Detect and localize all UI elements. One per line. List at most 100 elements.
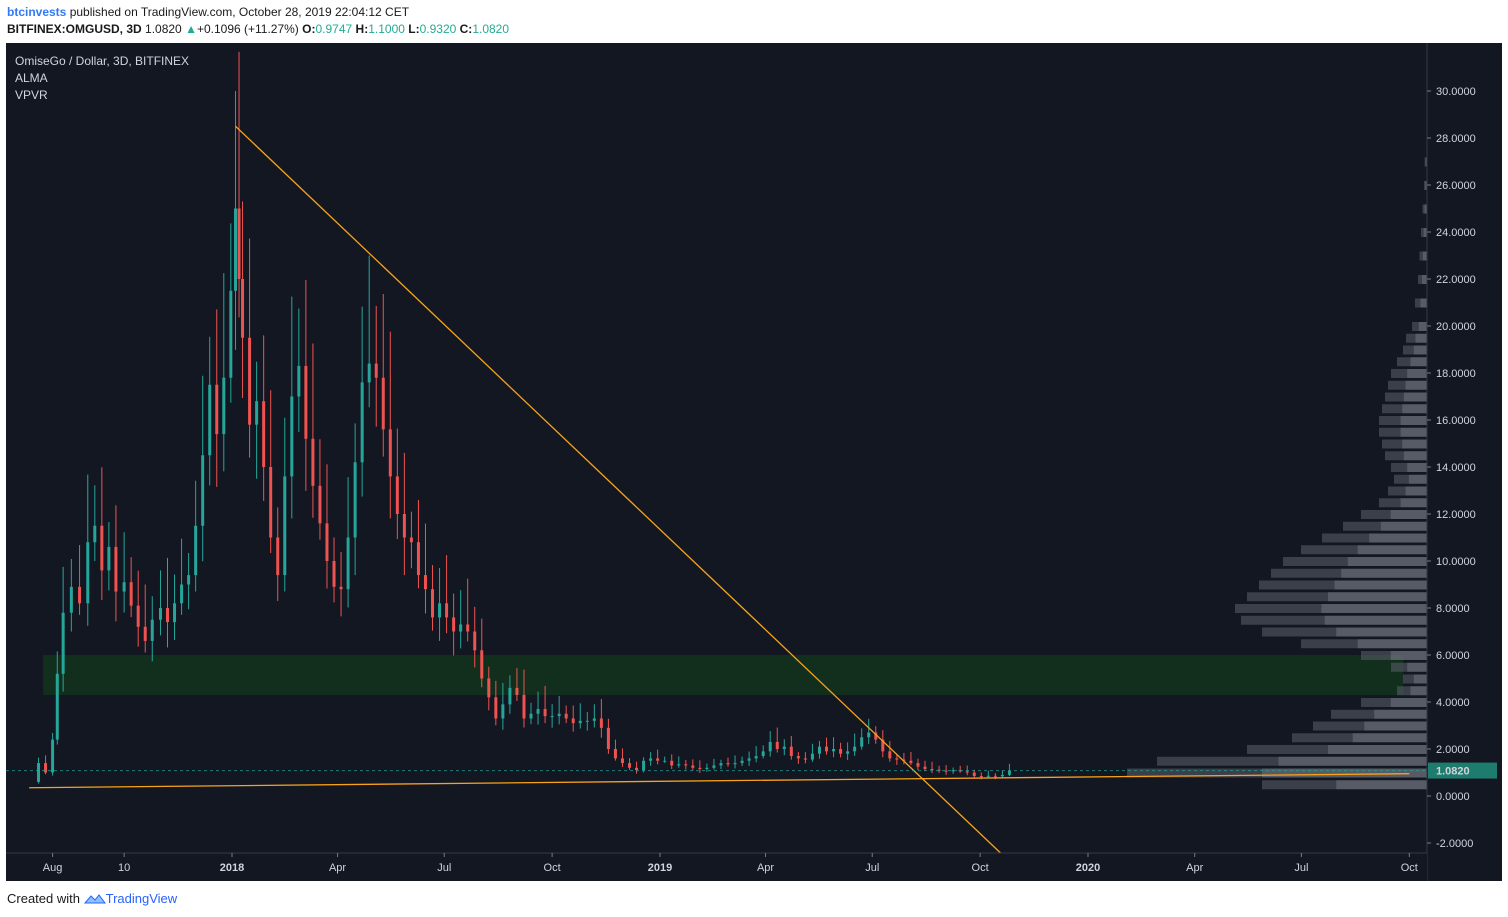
candle-body: [494, 697, 498, 719]
vpvr-bar-up: [1324, 615, 1427, 625]
vpvr-bar: [1259, 580, 1427, 590]
vpvr-bar-up: [1400, 498, 1427, 508]
candle-body: [466, 624, 470, 632]
low-value: 0.9320: [419, 22, 457, 36]
vpvr-bar: [1424, 181, 1427, 190]
vpvr-bar-up: [1403, 451, 1427, 461]
vpvr-bar-up: [1278, 756, 1427, 766]
vpvr-bar-up: [1402, 404, 1427, 414]
vpvr-bar: [1422, 204, 1427, 214]
time-axis: [6, 853, 1427, 881]
candle-body: [501, 704, 505, 719]
candle-body: [445, 603, 449, 618]
publish-line: btcinvests published on TradingView.com,…: [7, 5, 409, 19]
high-label: H:: [355, 22, 369, 36]
vpvr-bar: [1247, 745, 1427, 754]
vpvr-bar: [1388, 380, 1427, 390]
candle-body: [557, 713, 561, 717]
vpvr-bar-up: [1422, 275, 1427, 284]
candle-body: [215, 384, 219, 435]
candle-body: [360, 382, 364, 463]
candle-body: [543, 709, 547, 717]
vpvr-bar: [1415, 298, 1427, 308]
vpvr-bar: [1247, 592, 1427, 602]
vpvr-bar-up: [1400, 416, 1427, 425]
candle-body: [733, 763, 737, 765]
vpvr-bar-up: [1380, 521, 1427, 531]
candle-body: [473, 631, 477, 651]
candle-body: [346, 537, 350, 590]
x-tick-label: Jul: [1294, 862, 1308, 874]
vpvr-bar: [1292, 733, 1427, 743]
vpvr-bar-up: [1390, 651, 1427, 660]
legend-indicator-vpvr[interactable]: VPVR: [15, 88, 48, 102]
candle-body: [895, 758, 899, 760]
vpvr-bar-up: [1390, 510, 1427, 519]
x-tick-label: Oct: [1401, 862, 1418, 874]
x-tick-label: 2020: [1076, 862, 1100, 874]
candle-body: [775, 741, 779, 749]
chart-area[interactable]: 30.0000 28.0000 26.0000 24.0000 22.0000 20.00…: [6, 43, 1502, 881]
plot-background: [6, 43, 1427, 853]
candle-body: [107, 546, 111, 571]
vpvr-bar-up: [1390, 698, 1427, 707]
candle-body: [290, 396, 294, 477]
candle-body: [255, 401, 259, 425]
vpvr-bar-up: [1407, 369, 1427, 378]
candle-body: [902, 759, 906, 761]
candle-body: [606, 727, 610, 749]
y-tick-label: 4.0000: [1436, 697, 1470, 709]
candle-body: [61, 612, 65, 674]
vpvr-bar: [1361, 510, 1427, 519]
vpvr-bar: [1403, 345, 1427, 355]
candle-body: [180, 584, 184, 604]
candle-body: [480, 650, 484, 679]
candle-body: [143, 626, 147, 641]
close-value: 1.0820: [472, 22, 510, 36]
vpvr-bar: [1403, 674, 1427, 684]
vpvr-bar-up: [1328, 745, 1427, 754]
vpvr-bar: [1385, 392, 1427, 402]
legend-indicator-alma[interactable]: ALMA: [15, 71, 48, 85]
candle-body: [438, 603, 442, 618]
vpvr-bar-up: [1334, 580, 1427, 590]
change-value: +0.1096 (+11.27%): [196, 22, 299, 36]
vpvr-bar-up: [1425, 157, 1427, 167]
candle-body: [846, 751, 850, 754]
vpvr-bar: [1301, 545, 1427, 555]
open-value: 0.9747: [315, 22, 353, 36]
vpvr-bar-up: [1357, 545, 1427, 555]
vpvr-bar-up: [1413, 674, 1427, 684]
vpvr-bar-up: [1423, 228, 1427, 237]
candle-body: [944, 770, 948, 772]
vpvr-bar: [1301, 639, 1427, 649]
vpvr-bar: [1394, 474, 1427, 484]
candle-body: [853, 746, 857, 752]
tradingview-logo-icon: [83, 894, 106, 904]
vpvr-bar: [1382, 404, 1427, 414]
chart-svg[interactable]: 30.0000 28.0000 26.0000 24.0000 22.0000 20.00…: [6, 43, 1502, 881]
vpvr-bar: [1397, 686, 1427, 696]
y-tick-label: 0.0000: [1436, 791, 1470, 803]
x-tick-label: Jul: [865, 862, 879, 874]
vpvr-bar-up: [1336, 627, 1427, 637]
candle-body: [395, 476, 399, 514]
candle-body: [726, 763, 730, 765]
candle-body: [237, 208, 241, 279]
candle-body: [620, 758, 624, 764]
vpvr-bar-up: [1420, 298, 1427, 308]
vpvr-bar: [1419, 251, 1427, 261]
candle-body: [677, 764, 681, 766]
tradingview-brand[interactable]: TradingView: [105, 891, 178, 906]
candle-body: [867, 732, 871, 738]
candle-body: [515, 687, 519, 695]
candle-body: [44, 763, 48, 773]
change-arrow-icon: ▲: [185, 22, 197, 36]
candle-body: [208, 384, 212, 456]
candle-body: [86, 542, 90, 604]
candle-body: [248, 337, 252, 425]
author-link[interactable]: btcinvests: [7, 5, 67, 19]
trendline-descending: [235, 125, 1003, 856]
candle-body: [796, 756, 800, 759]
candle-body: [628, 763, 632, 768]
